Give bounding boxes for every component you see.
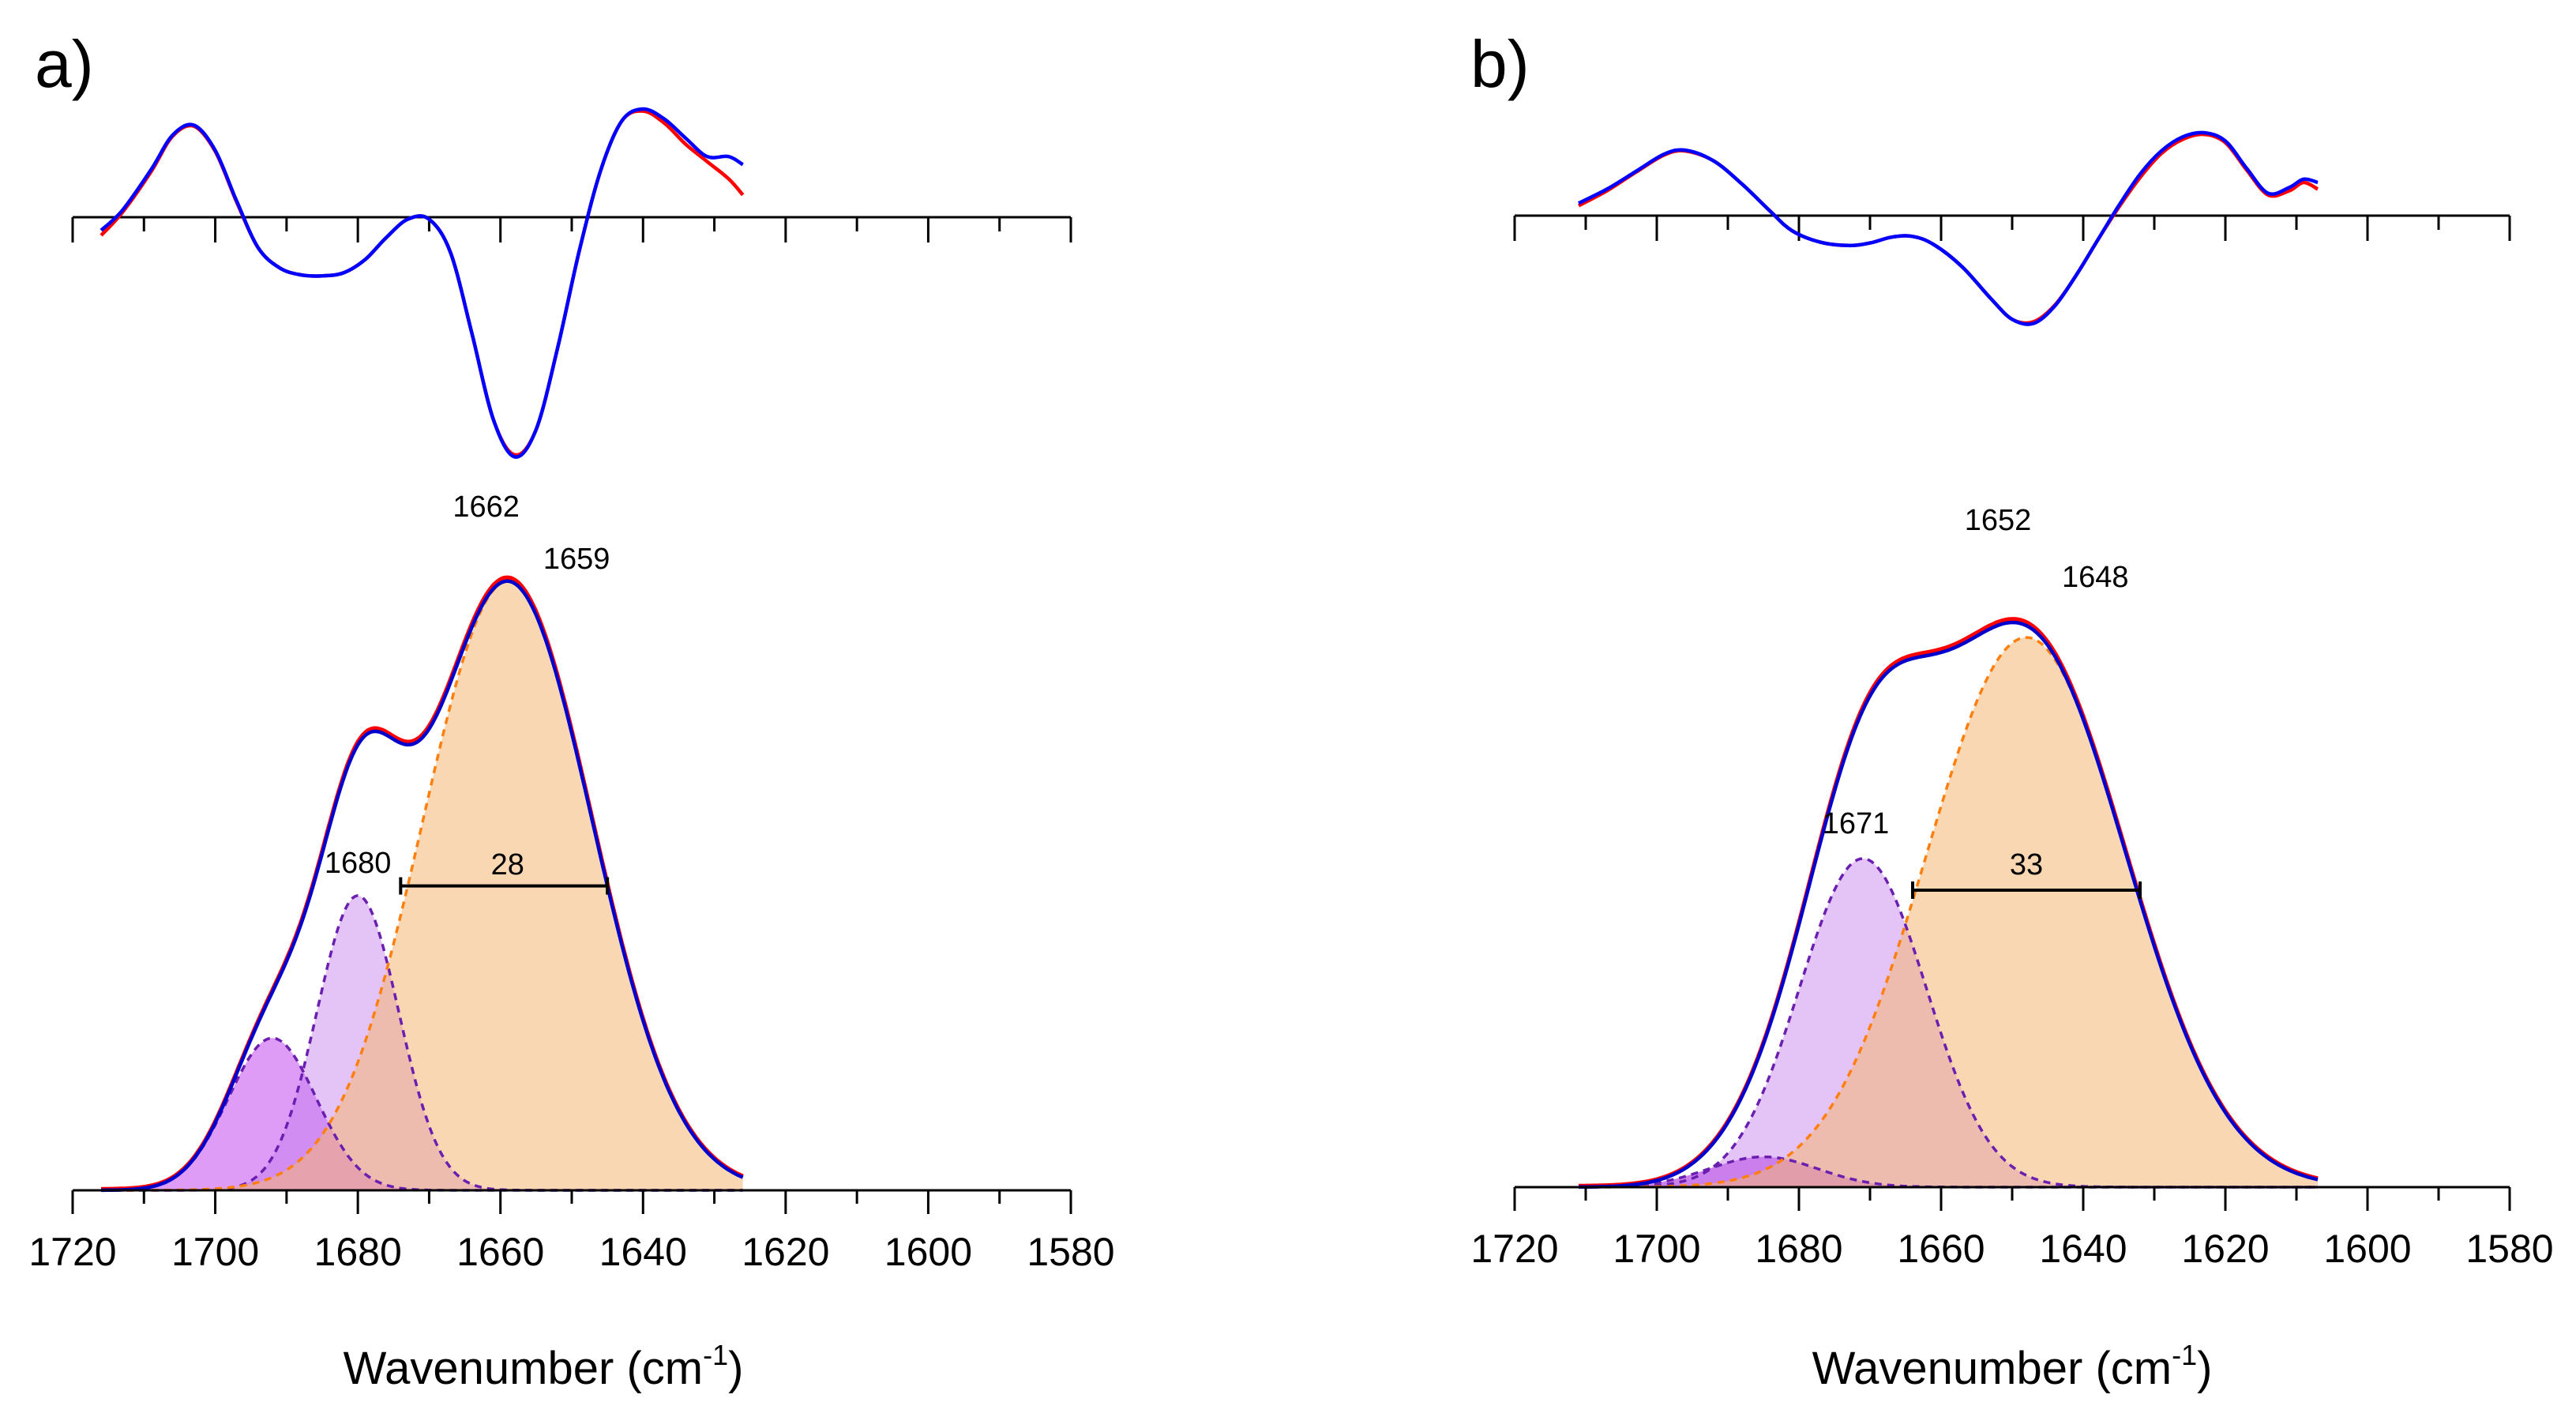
x-tick-label: 1620 [742, 1230, 829, 1274]
spectrum-plot: 1652 1648 1671 33 [1579, 504, 2319, 1190]
peak-annotation: 1648 [2062, 561, 2129, 594]
x-tick-label: 1680 [314, 1230, 402, 1274]
derivative-fit-line [1577, 130, 2319, 326]
peak-annotation: 1662 [452, 490, 520, 524]
component-fill [1579, 859, 2318, 1187]
panel-b: b) 1652 1648 1671 33 1720 1700 1680 1660 1640 16… [1470, 27, 2554, 1394]
component-fill [101, 1038, 743, 1190]
x-tick-label: 1600 [2323, 1227, 2411, 1271]
x-tick-label: 1720 [28, 1230, 116, 1274]
x-tick-label: 1680 [1755, 1227, 1842, 1271]
x-axis-label-superscript: -1 [703, 1339, 728, 1371]
x-tick-label: 1700 [1613, 1227, 1700, 1271]
fitted-sum-line [101, 579, 744, 1193]
x-axis-label-close: ) [2197, 1343, 2212, 1394]
x-axis-label-main: Wavenumber (cm [344, 1343, 704, 1394]
peak-annotation: 33 [2010, 848, 2043, 881]
x-tick-label: 1660 [1897, 1227, 1985, 1271]
x-tick-label: 1700 [171, 1230, 259, 1274]
x-tick-label: 1640 [599, 1230, 687, 1274]
derivative-measured-line [100, 109, 745, 457]
x-axis: 1720 1700 1680 1660 1640 1620 1600 1580 [28, 1189, 1115, 1274]
spectrum-plot: 1662 1659 1680 28 [101, 490, 744, 1193]
peak-annotation: 1680 [325, 847, 392, 880]
second-derivative-plot [71, 107, 1072, 459]
peak-annotation: 1652 [1965, 504, 2032, 537]
derivative-measured-line [1577, 132, 2319, 325]
panel-label: a) [35, 27, 94, 101]
x-axis-label-superscript: -1 [2172, 1339, 2197, 1371]
peak-annotation: 28 [491, 848, 524, 881]
second-derivative-plot [1513, 130, 2511, 326]
peak-annotation: 1659 [543, 543, 610, 576]
x-tick-label: 1580 [2465, 1227, 2553, 1271]
x-axis-label: Wavenumber (cm-1) [1812, 1339, 2213, 1394]
x-axis: 1720 1700 1680 1660 1640 1620 1600 1580 [1470, 1186, 2554, 1271]
x-tick-label: 1720 [1470, 1227, 1558, 1271]
x-tick-label: 1580 [1027, 1230, 1114, 1274]
derivative-fit-line [100, 107, 744, 459]
panel-label: b) [1470, 27, 1530, 101]
peak-annotation: 1671 [1823, 807, 1890, 840]
x-tick-label: 1620 [2181, 1227, 2269, 1271]
component-fill [1579, 637, 2318, 1187]
x-tick-label: 1660 [456, 1230, 544, 1274]
x-axis-label-close: ) [728, 1343, 743, 1394]
x-tick-label: 1640 [2039, 1227, 2127, 1271]
panel-a: a) 1662 1659 1680 28 1720 1700 1680 1660 1640 16… [28, 27, 1114, 1394]
fitted-sum-line [1579, 620, 2319, 1190]
x-tick-label: 1600 [884, 1230, 972, 1274]
x-axis-label: Wavenumber (cm-1) [344, 1339, 744, 1394]
x-axis-label-main: Wavenumber (cm [1812, 1343, 2172, 1394]
